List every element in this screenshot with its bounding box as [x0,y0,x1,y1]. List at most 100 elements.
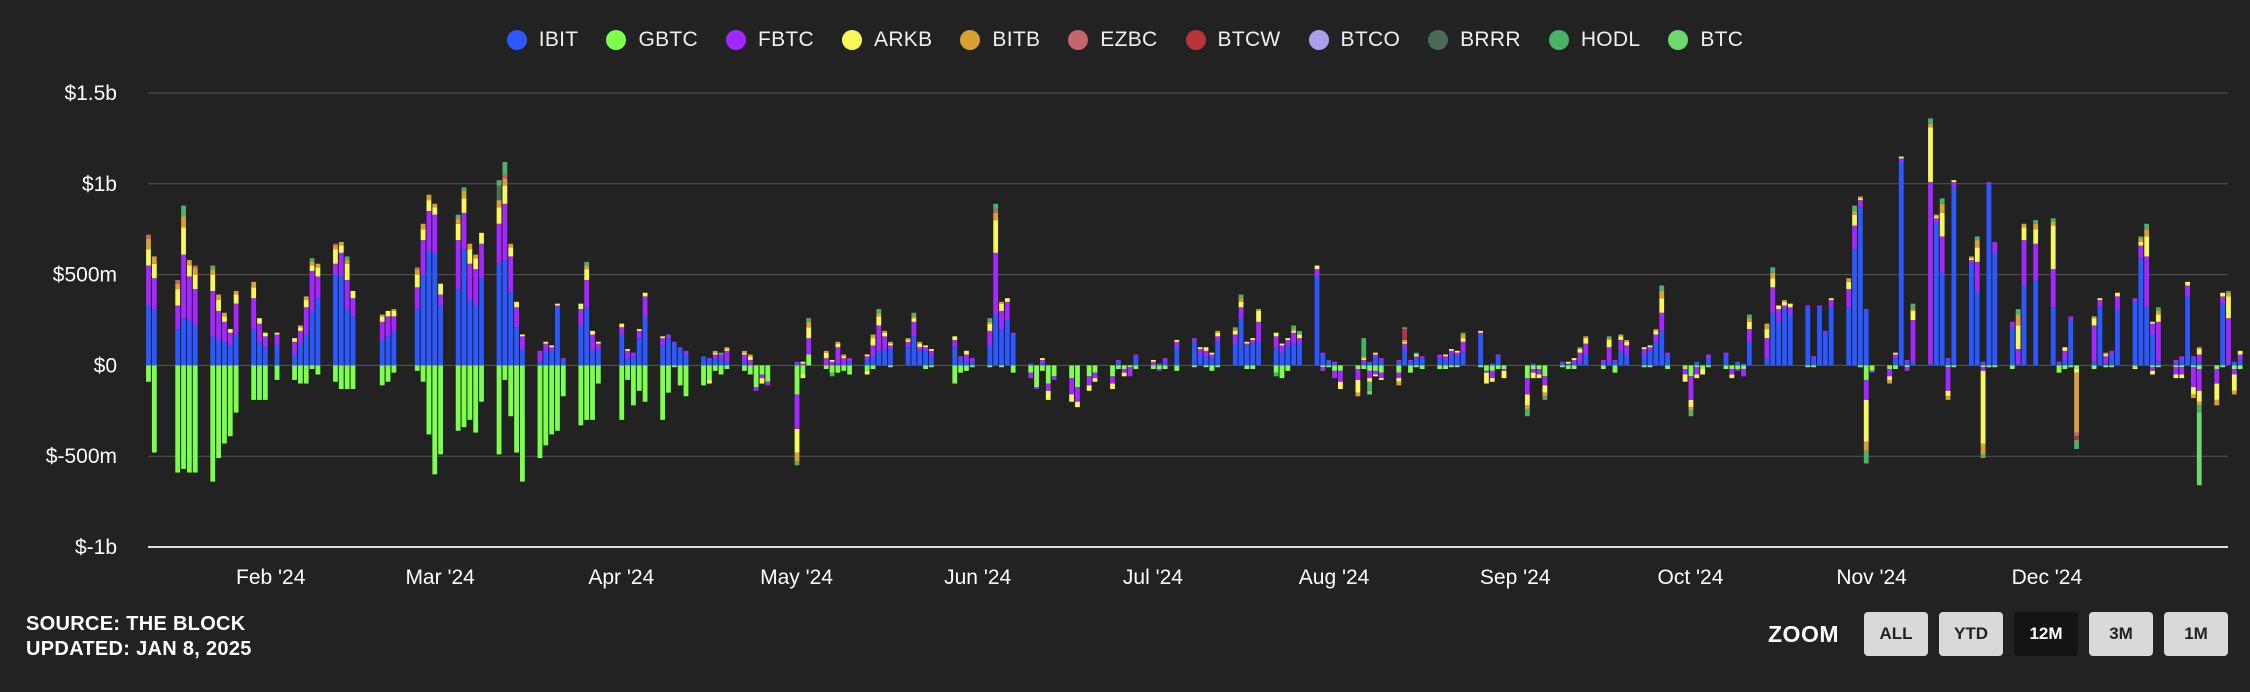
bar-segment-arkb [1933,216,1939,219]
legend-label: BTCO [1340,28,1401,51]
zoom-1m-button[interactable]: 1M [2164,612,2228,656]
bar-segment-bitb [1460,334,1466,339]
bar-segment-bitb [1782,300,1787,302]
bar-segment-fbtc [1974,261,1980,291]
bar-segment-hodl [1980,454,1986,459]
bar-segment-gbtc [1326,365,1332,368]
bar-segment-arkb [2220,292,2226,297]
bar-segment-fbtc [1618,339,1624,351]
bar-segment-arkb [1004,298,1010,302]
bar-segment-arkb [2150,321,2155,324]
bar-segment-ezbc [502,174,508,179]
bar-segment-ibit [467,300,473,366]
bar-segment-bitb [747,354,753,357]
y-tick-label: $500m [53,264,117,287]
bar-segment-ibit [1653,341,1659,366]
bar-segment-bitb [1542,392,1548,397]
bar-segment-bitb [175,283,181,290]
zoom-12m-button[interactable]: 12M [2014,612,2078,656]
bar-segment-fbtc [1273,336,1279,348]
bar-segment-arkb [1583,338,1589,344]
zoom-all-button[interactable]: ALL [1864,612,1928,656]
bar-segment-gbtc [1413,365,1419,368]
bar-segment-bitb [917,341,923,344]
legend-item-ezbc[interactable]: EZBC [1068,28,1157,52]
legend-item-bitb[interactable]: BITB [960,28,1040,52]
bar-segment-gbtc [222,365,227,444]
legend-item-ibit[interactable]: IBIT [506,28,579,52]
bar-segment-fbtc [1402,343,1408,350]
zoom-ytd-button[interactable]: YTD [1939,612,2003,656]
bar-segment-bitb [2015,314,2021,326]
legend-item-arkb[interactable]: ARKB [842,28,932,52]
bar-segment-arkb [2214,383,2220,400]
bar-segment-fbtc [1004,301,1010,320]
zoom-label: ZOOM [1768,620,1839,647]
bar-segment-gbtc [683,365,689,397]
bar-segment-ibit [1618,350,1624,366]
bar-segment-arkb [2103,354,2109,357]
bar-segment-ibit [1787,314,1793,366]
bar-segment-gbtc [888,365,893,368]
bar-segment-fbtc [2056,361,2062,364]
bar-segment-ibit [2091,361,2097,366]
bar-segment-ibit [1992,252,1998,366]
bar-segment-arkb [479,232,484,244]
bar-segment-fbtc [549,347,555,351]
bar-segment-arkb [1373,352,1378,355]
bar-segment-arkb [1244,341,1250,344]
bar-segment-fbtc [1174,341,1180,348]
bar-segment-bitb [210,269,216,275]
bar-segment-gbtc [1682,365,1688,370]
bar-segment-arkb [636,329,642,331]
legend-item-btc[interactable]: BTC [1668,28,1743,52]
bar-segment-ibit [297,343,303,366]
legend-swatch [1185,30,1206,50]
bar-segment-gbtc [2074,365,2079,370]
bar-segment-ibit [1197,354,1203,366]
bar-segment-bitb [186,260,192,266]
bar-segment-gbtc [543,365,549,446]
bar-segment-arkb [1951,180,1957,182]
bar-segment-arkb [350,290,356,299]
bar-segment-arkb [1086,385,1092,391]
bar-segment-fbtc [1279,345,1285,353]
legend-item-hodl[interactable]: HODL [1548,28,1641,52]
bar-segment-fbtc [1641,349,1647,355]
bar-segment-ibit [1846,307,1852,366]
legend-item-fbtc[interactable]: FBTC [725,28,814,52]
bar-segment-fbtc [1454,352,1460,357]
bar-segment-fbtc [1898,158,1904,163]
bar-segment-fbtc [2191,356,2196,359]
bar-segment-fbtc [917,347,923,351]
bar-segment-ezbc [2074,432,2079,437]
zoom-3m-button[interactable]: 3M [2089,612,2153,656]
bar-segment-ibit [999,329,1004,366]
bar-segment-ibit [1560,363,1565,366]
bar-segment-bitb [251,281,257,288]
legend-item-gbtc[interactable]: GBTC [606,28,698,52]
bar-segment-fbtc [1250,339,1256,344]
bar-segment-ibit [1174,347,1180,366]
bar-segment-fbtc [1571,359,1577,364]
bar-segment-gbtc [823,365,829,370]
bar-segment-ibit [455,289,461,366]
bar-segment-fbtc [1367,370,1372,379]
legend-item-btcw[interactable]: BTCW [1185,28,1281,52]
bar-segment-fbtc [1355,369,1361,380]
legend-item-brrr[interactable]: BRRR [1428,28,1521,52]
legend-item-btco[interactable]: BTCO [1308,28,1401,52]
bar-segment-gbtc [391,365,397,373]
bar-segment-bitb [742,350,747,353]
bar-segment-arkb [438,283,444,295]
bar-segment-gbtc [870,365,876,370]
bar-segment-ibit [2191,358,2196,366]
bar-segment-gbtc [555,365,560,431]
bar-segment-fbtc [847,358,852,362]
bar-segment-bitb [1939,203,1945,213]
bar-segment-gbtc [151,365,157,453]
bar-segment-ibit [660,345,666,366]
bar-segment-bitb [1852,211,1857,215]
zoom-controls: ZOOM ALL YTD 12M 3M 1M [1768,612,2228,656]
bar-segment-gbtc [1075,365,1080,388]
